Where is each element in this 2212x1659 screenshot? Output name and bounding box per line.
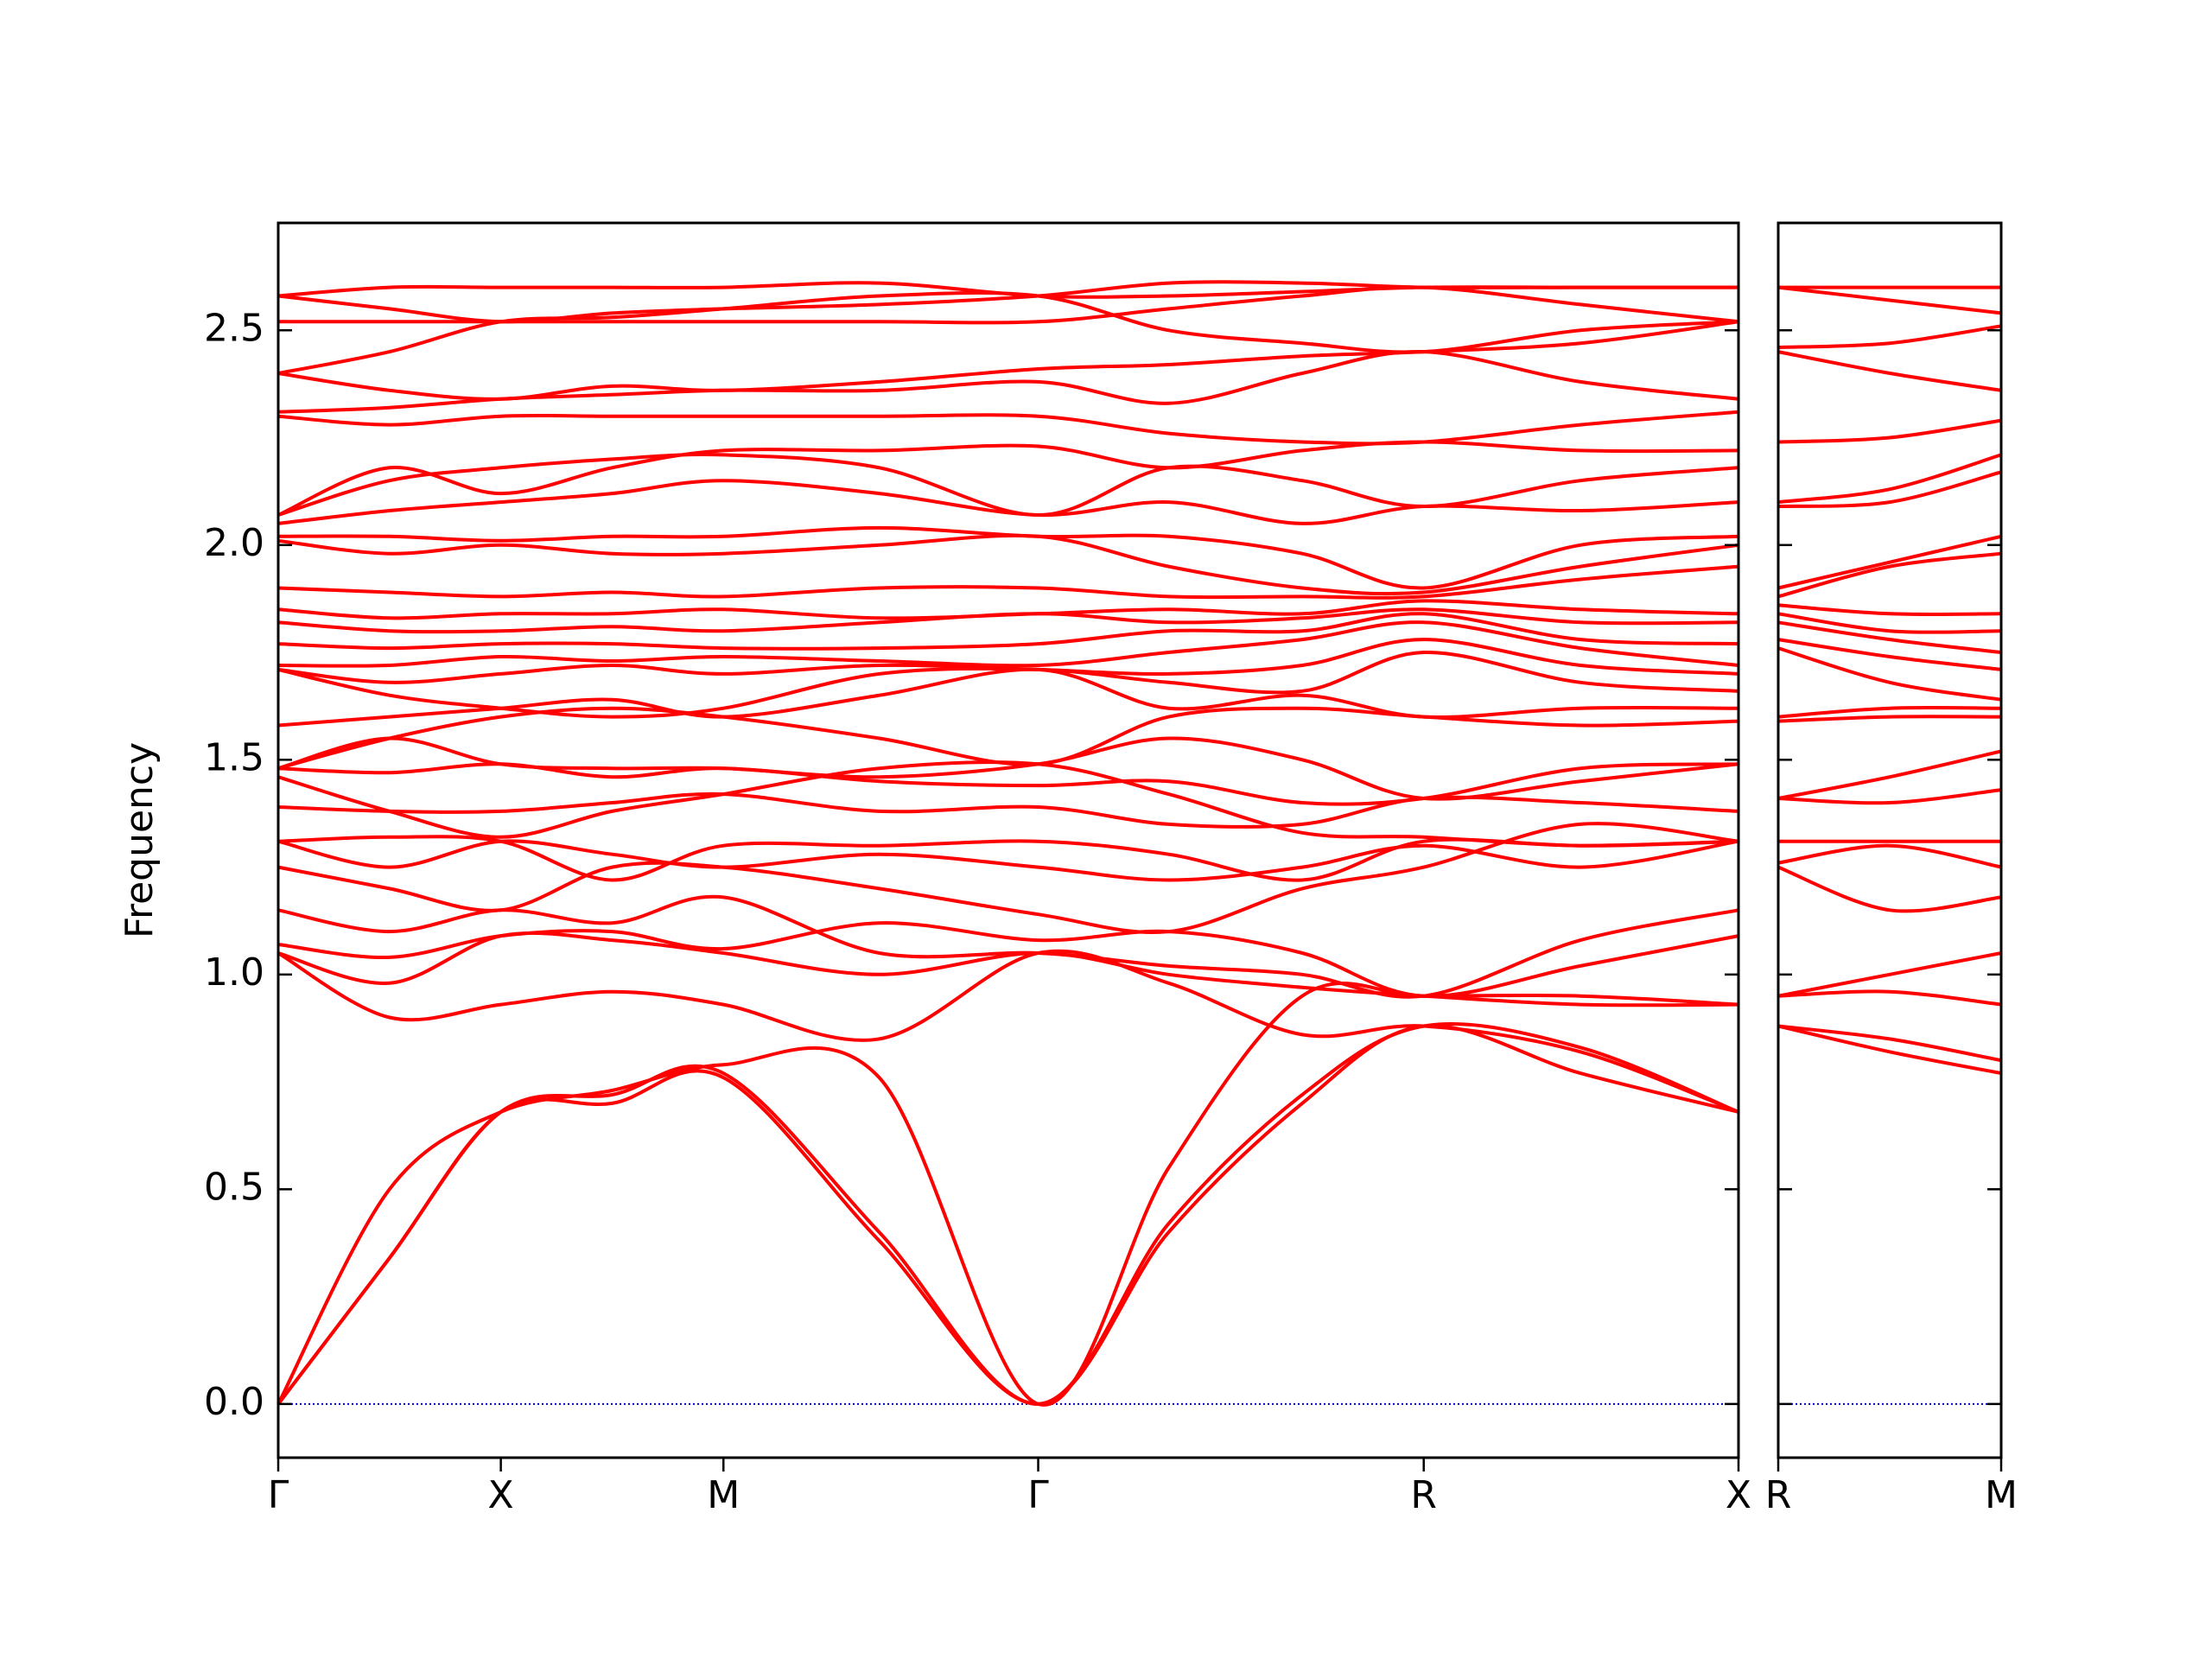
- y-tick-label: 1.0: [204, 950, 264, 995]
- band-line: [1777, 843, 2002, 869]
- band-line: [277, 453, 1739, 517]
- band-line: [277, 791, 1739, 830]
- band-line: [1777, 418, 2002, 444]
- band-line: [1777, 470, 2002, 508]
- band-line: [277, 612, 1739, 651]
- x-tick-label: X: [488, 1473, 514, 1517]
- x-tick-label: R: [1410, 1473, 1437, 1517]
- band-line: [1777, 453, 2002, 505]
- band-line: [276, 949, 1739, 1114]
- band-line: [1777, 705, 2002, 719]
- band-line: [1777, 285, 2002, 315]
- band-line: [277, 320, 1739, 401]
- plot-frame: [1777, 221, 2003, 1459]
- band-line: [277, 533, 1739, 596]
- band-line: [1777, 350, 2002, 392]
- band-line: [277, 736, 1739, 801]
- x-tick-label: Γ: [1027, 1473, 1049, 1517]
- band-line: [277, 525, 1739, 590]
- x-tick-label: X: [1726, 1473, 1751, 1517]
- band-line: [277, 620, 1739, 668]
- band-line: [277, 638, 1739, 684]
- band-line: [1777, 865, 2002, 913]
- band-line: [277, 760, 1739, 848]
- y-tick-label: 2.0: [204, 521, 264, 565]
- band-line: [277, 290, 1739, 375]
- band-line: [1777, 324, 2002, 350]
- y-axis-label: Frequency: [118, 742, 162, 938]
- band-line: [1777, 1024, 2002, 1063]
- band-line: [276, 982, 1739, 1407]
- band-line: [1777, 612, 2002, 634]
- band-line: [1777, 951, 2002, 998]
- band-line: [277, 410, 1739, 446]
- x-tick-label: Γ: [268, 1473, 289, 1517]
- y-tick-label: 0.5: [204, 1165, 264, 1209]
- y-tick-label: 1.5: [204, 735, 264, 779]
- y-tick-label: 0.0: [204, 1380, 264, 1424]
- band-line: [1777, 534, 2002, 590]
- band-line: [277, 839, 1739, 882]
- band-line: [277, 921, 1739, 998]
- band-line: [277, 650, 1739, 719]
- band-line: [1777, 620, 2002, 654]
- band-line: [1777, 551, 2002, 599]
- band-line: [276, 1023, 1739, 1406]
- band-line: [1777, 715, 2002, 723]
- band-line: [1777, 788, 2002, 805]
- band-line: [277, 706, 1739, 771]
- band-line: [1777, 989, 2002, 1007]
- band-line: [277, 822, 1739, 934]
- y-tick-label: 2.5: [204, 306, 264, 350]
- band-line: [277, 350, 1739, 414]
- band-line: [1777, 638, 2002, 671]
- x-tick-label: M: [1985, 1473, 2018, 1517]
- band-line: [1777, 1024, 2002, 1076]
- band-line: [277, 599, 1739, 620]
- plot-frame: [276, 221, 1740, 1459]
- x-tick-label: R: [1765, 1473, 1792, 1517]
- band-line: [1777, 646, 2002, 702]
- band-line: [277, 479, 1739, 525]
- x-tick-label: M: [707, 1473, 740, 1517]
- band-line: [1777, 749, 2002, 800]
- band-line: [277, 440, 1739, 517]
- band-line: [1777, 603, 2002, 617]
- band-line: [276, 1022, 1739, 1406]
- band-line: [277, 564, 1739, 600]
